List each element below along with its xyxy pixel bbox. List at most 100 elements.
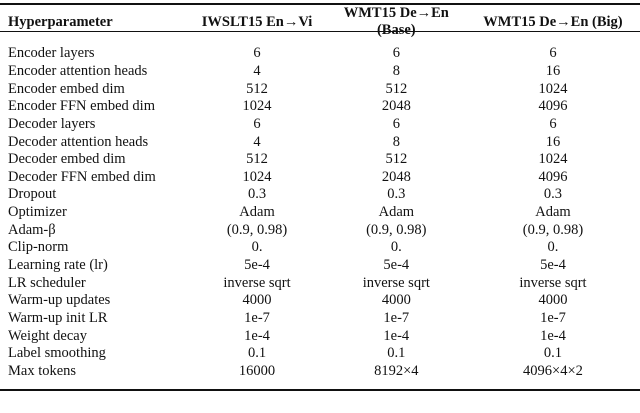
row-label: Encoder attention heads xyxy=(8,62,148,79)
cell-value: 6 xyxy=(392,115,400,132)
table-row: LR scheduler inverse sqrt inverse sqrt inve… xyxy=(0,274,640,292)
cell-value: 1e-4 xyxy=(540,327,566,344)
table-row: Encoder FFN embed dim 1024 2048 4096 xyxy=(0,98,640,116)
table-row: Decoder FFN embed dim 1024 2048 4096 xyxy=(0,168,640,186)
cell-value: 512 xyxy=(385,80,408,97)
cell-value: 0.3 xyxy=(247,186,267,203)
table-row: Optimizer Adam Adam Adam xyxy=(0,204,640,222)
cell-value: 6 xyxy=(253,45,261,62)
table-row: Label smoothing 0.1 0.1 0.1 xyxy=(0,345,640,363)
row-label: Label smoothing xyxy=(8,345,106,362)
table-row: Warm-up updates 4000 4000 4000 xyxy=(0,292,640,310)
cell-value: inverse sqrt xyxy=(519,274,587,291)
cell-value: 5e-4 xyxy=(540,257,566,273)
row-label: Learning rate (lr) xyxy=(8,257,108,273)
cell-value: 2048 xyxy=(381,168,411,185)
row-label: Decoder attention heads xyxy=(8,133,149,150)
cell-value: Adam xyxy=(535,204,571,221)
cell-value: 8 xyxy=(392,62,400,79)
cell-value: (0.9, 0.98) xyxy=(522,221,584,238)
hyperparameter-table: Hyperparameter IWSLT15 En→Vi WMT15 De→En… xyxy=(0,5,640,380)
table-row: Encoder embed dim 512 512 1024 xyxy=(0,80,640,98)
cell-value: 4096×4×2 xyxy=(523,362,583,379)
table-row: Decoder attention heads 4 8 16 xyxy=(0,133,640,151)
cell-value: Adam xyxy=(378,204,415,221)
row-label: Adam-β xyxy=(8,221,56,238)
row-label: Max tokens xyxy=(8,362,77,379)
cell-value: 1024 xyxy=(242,168,272,185)
cell-value: inverse sqrt xyxy=(362,274,430,291)
cell-value: 6 xyxy=(392,45,400,62)
cell-value: 0.1 xyxy=(387,345,406,362)
cell-value: 5e-4 xyxy=(383,257,410,273)
table-row: Decoder layers 6 6 6 xyxy=(0,116,640,134)
top-rule xyxy=(0,3,640,5)
table-row: Decoder embed dim 512 512 1024 xyxy=(0,151,640,169)
cell-value: Adam xyxy=(239,204,275,221)
table-row: Learning rate (lr) 5e-4 5e-4 5e-4 xyxy=(0,257,640,275)
cell-value: inverse sqrt xyxy=(223,274,291,291)
row-label: Encoder layers xyxy=(8,45,95,62)
cell-value: 6 xyxy=(549,45,557,62)
row-label: Decoder layers xyxy=(8,115,96,132)
header-cell: WMT15 De→En (Big) xyxy=(483,13,623,30)
cell-value: 1e-7 xyxy=(244,309,270,326)
cell-value: 1e-4 xyxy=(383,327,410,344)
cell-value: 5e-4 xyxy=(244,257,270,273)
table-row: Encoder layers 6 6 6 xyxy=(0,39,640,63)
cell-value: 0. xyxy=(390,239,402,256)
table-row: Dropout 0.3 0.3 0.3 xyxy=(0,186,640,204)
cell-value: 4000 xyxy=(242,292,272,309)
cell-value: 4 xyxy=(253,62,261,79)
cell-value: 512 xyxy=(246,80,268,97)
cell-value: 1e-4 xyxy=(244,327,270,344)
table-row: Warm-up init LR 1e-7 1e-7 1e-7 xyxy=(0,310,640,328)
cell-value: 1024 xyxy=(538,151,568,168)
cell-value: 1024 xyxy=(242,98,272,115)
row-label: Dropout xyxy=(8,186,57,203)
row-label: Encoder embed dim xyxy=(8,80,125,97)
cell-value: 16 xyxy=(545,62,561,79)
cell-value: 8192×4 xyxy=(374,362,419,379)
row-label: Clip-norm xyxy=(8,239,69,256)
bottom-rule xyxy=(0,389,640,391)
row-label: Encoder FFN embed dim xyxy=(8,98,155,115)
row-label: Weight decay xyxy=(8,327,87,344)
cell-value: 8 xyxy=(392,133,400,150)
cell-value: 1e-7 xyxy=(383,309,410,326)
cell-value: 0.1 xyxy=(247,345,267,362)
header-cell: Hyperparameter xyxy=(8,13,113,30)
cell-value: 1024 xyxy=(538,80,568,97)
table-row: Clip-norm 0. 0. 0. xyxy=(0,239,640,257)
cell-value: 4 xyxy=(253,133,261,150)
cell-value: 6 xyxy=(253,115,261,132)
row-label: LR scheduler xyxy=(8,274,86,291)
header-rule xyxy=(0,31,640,32)
cell-value: 4000 xyxy=(381,292,411,309)
cell-value: (0.9, 0.98) xyxy=(366,221,427,238)
row-label: Decoder FFN embed dim xyxy=(8,168,156,185)
row-label: Optimizer xyxy=(8,204,67,221)
cell-value: 2048 xyxy=(381,98,411,115)
cell-value: 0. xyxy=(251,239,263,256)
table-row: Encoder attention heads 4 8 16 xyxy=(0,63,640,81)
cell-value: 512 xyxy=(246,151,268,168)
cell-value: 4000 xyxy=(538,292,568,309)
table-row: Adam-β (0.9, 0.98) (0.9, 0.98) (0.9, 0.98) xyxy=(0,221,640,239)
cell-value: 6 xyxy=(549,115,557,132)
cell-value: 0.3 xyxy=(543,186,563,203)
header-cell: IWSLT15 En→Vi xyxy=(201,13,313,30)
table-row: Weight decay 1e-4 1e-4 1e-4 xyxy=(0,327,640,345)
header-row: Hyperparameter IWSLT15 En→Vi WMT15 De→En… xyxy=(0,5,640,39)
table-row: Max tokens 16000 8192×4 4096×4×2 xyxy=(0,363,640,381)
cell-value: 4096 xyxy=(538,98,568,115)
cell-value: (0.9, 0.98) xyxy=(226,221,288,238)
cell-value: 4096 xyxy=(538,168,568,185)
cell-value: 512 xyxy=(385,151,408,168)
cell-value: 16 xyxy=(545,133,561,150)
cell-value: 0. xyxy=(547,239,559,256)
row-label: Warm-up init LR xyxy=(8,309,108,326)
header-cell: WMT15 De→En (Base) xyxy=(343,5,449,38)
cell-value: 0.3 xyxy=(387,186,406,203)
cell-value: 16000 xyxy=(238,362,276,379)
